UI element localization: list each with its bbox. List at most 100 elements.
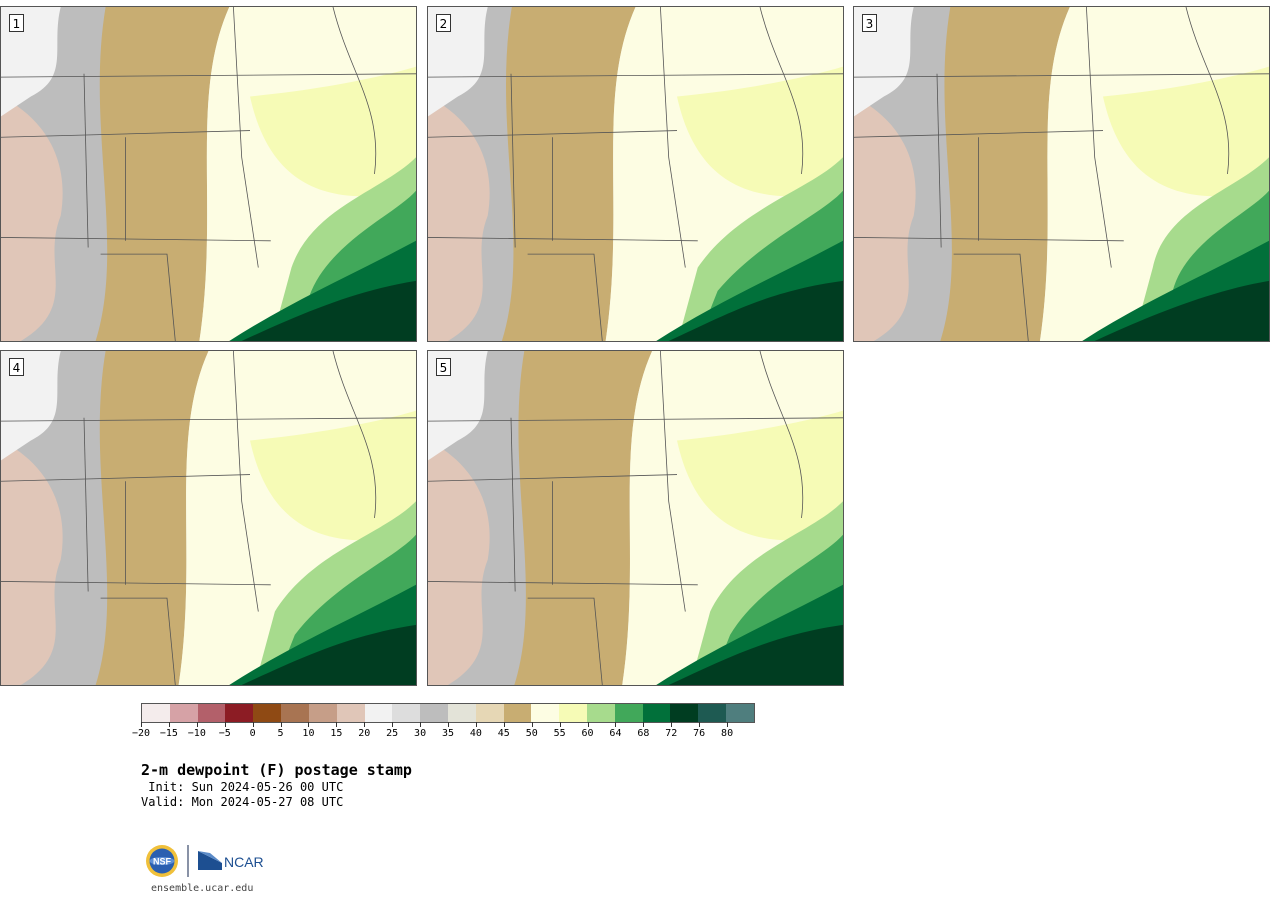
site-url: ensemble.ucar.edu [151,883,254,894]
panel-number: 5 [436,358,451,376]
panel-number: 3 [862,14,877,32]
state-boundary [660,351,686,612]
state-boundary [660,7,686,268]
colorbar-tick-label: 50 [525,728,538,739]
colorbar-tick-label: 80 [721,728,734,739]
state-boundary [1,581,271,586]
colorbar-tick [559,722,561,727]
init-time: Init: Sun 2024-05-26 00 UTC [141,780,344,794]
colorbar-tick-label: 0 [249,728,256,739]
colorbar-tick-label: −5 [218,728,231,739]
colorbar-tick-label: 64 [609,728,622,739]
field-tan-band [95,351,209,685]
field-light-nw [428,351,488,461]
colorbar-tick-label: 72 [665,728,678,739]
state-boundary [100,597,176,685]
state-boundary [428,237,698,242]
colorbar-tick-label: −20 [131,728,151,739]
colorbar-swatch [281,704,309,722]
state-boundary [1,474,251,482]
colorbar-tick [196,722,198,727]
state-boundary [854,237,1124,242]
colorbar-swatch [698,704,727,722]
state-boundary [1185,7,1230,175]
state-boundary [1,237,271,242]
colorbar-tick-label: 15 [330,728,343,739]
state-boundary [332,351,377,519]
field-light-nw [428,7,488,117]
colorbar-swatch [726,704,754,722]
valid-time: Valid: Mon 2024-05-27 08 UTC [141,795,344,809]
colorbar-tick-label: 68 [637,728,650,739]
state-boundary [428,474,678,482]
ncar-logo-text: NCAR [224,854,264,870]
colorbar-swatch [642,704,671,722]
colorbar-tick-label: 40 [469,728,482,739]
dewpoint-colorbar [141,703,755,723]
colorbar-tick-label: 35 [441,728,455,739]
stamp-panel-2: 2 [427,6,844,342]
field-deep-green [668,280,843,341]
colorbar-swatch [392,704,421,722]
field-deep-green [668,624,843,685]
colorbar-swatch [614,704,643,722]
colorbar-swatch [308,704,337,722]
colorbar-tick [475,722,477,727]
colorbar-tick [503,722,505,727]
colorbar-swatch [559,704,587,722]
field-yellow [1103,66,1269,197]
colorbar-tick [531,722,533,727]
colorbar-swatch [447,704,476,722]
dewpoint-map-3 [854,7,1269,341]
state-boundary [428,130,678,138]
stamp-panel-3: 3 [853,6,1270,342]
state-boundary [759,351,804,519]
colorbar-tick [141,722,142,727]
state-boundary [953,253,1029,341]
state-boundary [854,73,1269,78]
dewpoint-map-1 [1,7,416,341]
dewpoint-map-4 [1,351,416,685]
state-boundary [83,417,89,592]
colorbar-swatch [420,704,448,722]
colorbar-tick [643,722,645,727]
colorbar-tick-label: 60 [581,728,594,739]
stamp-panel-1: 1 [0,6,417,342]
field-tan-band [501,7,636,341]
panel-number: 4 [9,358,24,376]
colorbar-tick [587,722,589,727]
field-yellow [677,66,843,197]
colorbar-tick-label: 20 [358,728,371,739]
colorbar-swatch [336,704,365,722]
colorbar-tick-label: 55 [553,728,566,739]
colorbar-tick [280,722,282,727]
colorbar-swatch [587,704,615,722]
colorbar-tick [615,722,617,727]
colorbar-tick [392,722,394,727]
state-boundary [428,581,698,586]
state-boundary [1,130,251,138]
colorbar-swatch [364,704,393,722]
state-boundary [936,73,942,248]
field-light-nw [1,7,61,117]
colorbar-tick [420,722,422,727]
colorbar-swatch [142,704,170,722]
colorbar-swatch [197,704,226,722]
colorbar-swatch [531,704,560,722]
field-brown-west [428,96,490,341]
dewpoint-map-2 [428,7,843,341]
field-brown-west [1,96,63,341]
colorbar-swatch [169,704,198,722]
colorbar-tick-label: 10 [302,728,315,739]
field-yellow [677,410,843,541]
colorbar-tick-label: 5 [277,728,284,739]
nsf-logo-text: NSF [153,857,172,867]
nsf-logo: NSF [146,845,178,877]
dewpoint-map-5 [428,351,843,685]
state-boundary [100,253,176,341]
state-boundary [527,597,603,685]
panel-number: 1 [9,14,24,32]
state-boundary [1,73,416,78]
colorbar-tick-label: 45 [497,728,510,739]
state-boundary [233,7,259,268]
